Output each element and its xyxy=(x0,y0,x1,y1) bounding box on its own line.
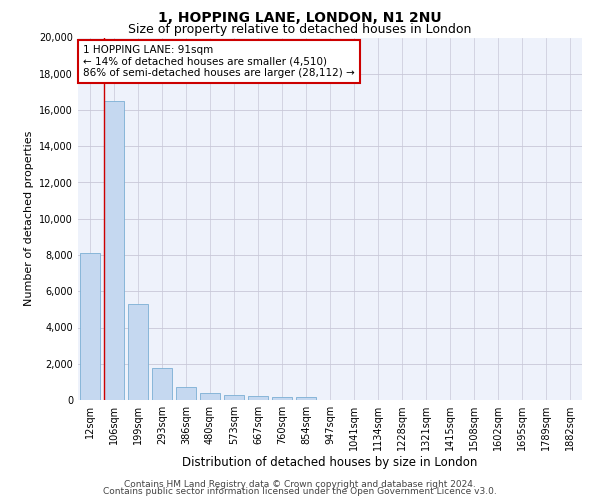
Bar xyxy=(176,388,196,400)
Text: 1 HOPPING LANE: 91sqm
← 14% of detached houses are smaller (4,510)
86% of semi-d: 1 HOPPING LANE: 91sqm ← 14% of detached … xyxy=(83,45,355,78)
Bar xyxy=(80,253,100,400)
X-axis label: Distribution of detached houses by size in London: Distribution of detached houses by size … xyxy=(182,456,478,469)
Bar xyxy=(296,398,316,400)
Bar xyxy=(128,304,148,400)
Bar xyxy=(200,393,220,400)
Text: Contains public sector information licensed under the Open Government Licence v3: Contains public sector information licen… xyxy=(103,488,497,496)
Text: Contains HM Land Registry data © Crown copyright and database right 2024.: Contains HM Land Registry data © Crown c… xyxy=(124,480,476,489)
Bar xyxy=(272,397,292,400)
Bar xyxy=(224,395,244,400)
Bar xyxy=(104,101,124,400)
Text: Size of property relative to detached houses in London: Size of property relative to detached ho… xyxy=(128,22,472,36)
Bar xyxy=(248,396,268,400)
Text: 1, HOPPING LANE, LONDON, N1 2NU: 1, HOPPING LANE, LONDON, N1 2NU xyxy=(158,11,442,25)
Y-axis label: Number of detached properties: Number of detached properties xyxy=(24,131,34,306)
Bar xyxy=(152,368,172,400)
